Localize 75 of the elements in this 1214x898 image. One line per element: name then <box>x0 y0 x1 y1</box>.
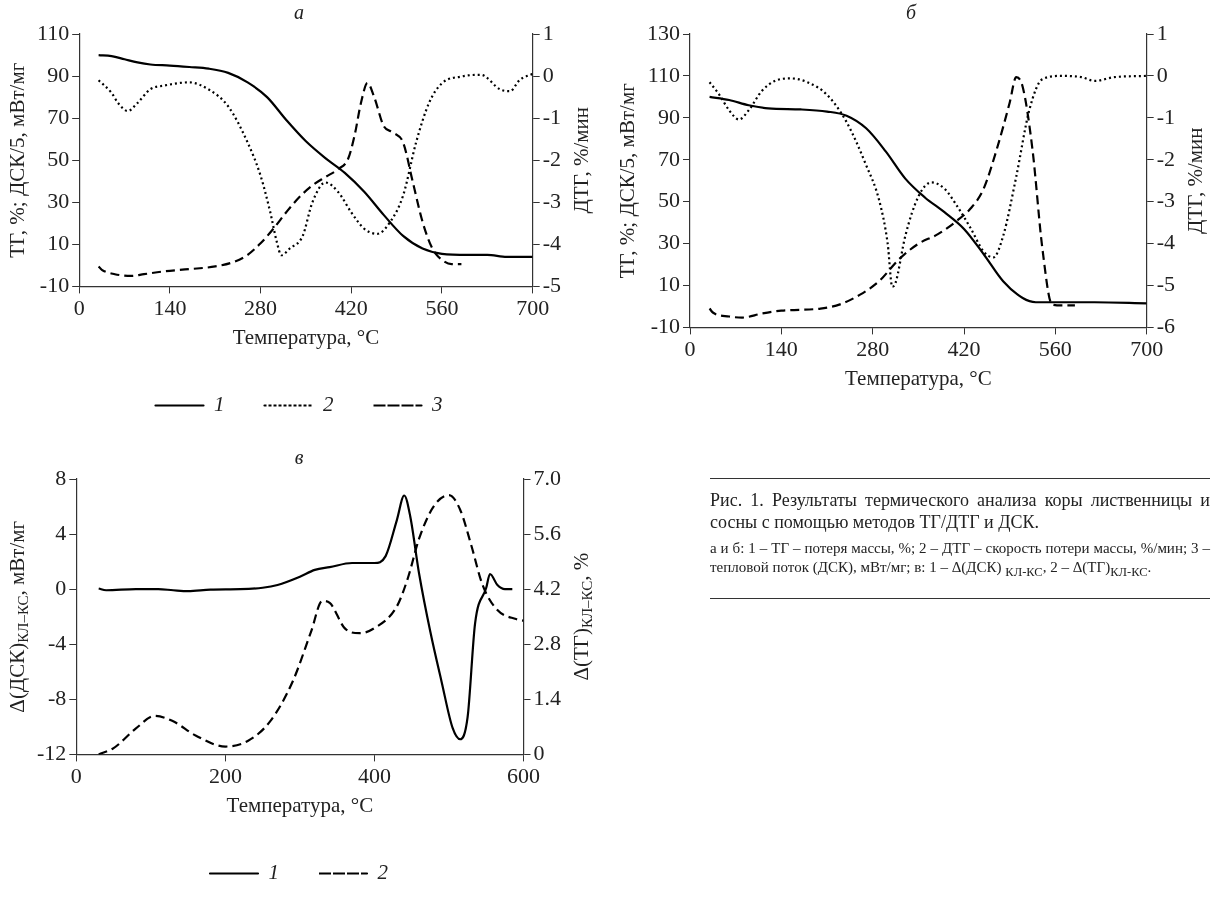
x-tick-label: 400 <box>357 763 391 789</box>
y-tick-label: 30 <box>658 229 680 255</box>
y-tick-label: 130 <box>647 19 680 45</box>
y-tick-label: 110 <box>647 61 680 87</box>
y-tick-label: 30 <box>47 188 70 214</box>
legend-label: 1 <box>268 860 279 885</box>
y-tick-label: 10 <box>658 271 680 297</box>
x-tick-label: 700 <box>1130 336 1164 362</box>
y2-axis-title: ДТГ, %/мин <box>568 106 593 214</box>
y-tick-label: 70 <box>47 103 70 129</box>
y-tick-label: 4 <box>55 519 67 545</box>
x-tick-label: 600 <box>507 763 540 789</box>
y-axis-title: ТГ, %; ДСК/5, мВт/мг <box>614 82 639 279</box>
y-tick-label: -10 <box>650 313 680 339</box>
x-tick-label: 420 <box>947 336 981 362</box>
x-tick-label: 200 <box>208 763 242 789</box>
legend-label: 1 <box>214 392 225 417</box>
y2-tick-label: -4 <box>1156 229 1175 255</box>
legend-label: 2 <box>377 860 389 885</box>
y2-tick-label: -3 <box>542 188 561 214</box>
y2-axis-title: Δ(ТГ)КЛ–КС, % <box>568 552 596 681</box>
legend-label: 2 <box>323 392 334 417</box>
y2-tick-label: 0 <box>542 61 554 87</box>
x-tick-label: 700 <box>516 295 550 321</box>
x-tick-label: 420 <box>334 295 368 321</box>
legend-label: 3 <box>431 392 443 417</box>
x-tick-label: 140 <box>764 336 798 362</box>
x-axis-title: Температура, °C <box>226 792 374 817</box>
chart-title: б <box>905 1 917 24</box>
y-tick-label: 70 <box>658 145 680 171</box>
y-axis-title: ТГ, %; ДСК/5, мВт/мг <box>4 62 29 258</box>
y2-tick-label: 1.4 <box>533 685 561 711</box>
y2-tick-label: 5.6 <box>533 519 561 545</box>
y-tick-label: 0 <box>55 574 67 600</box>
x-tick-label: 280 <box>244 295 278 321</box>
y2-tick-label: 1 <box>542 19 554 45</box>
y-tick-label: 90 <box>47 61 70 87</box>
y2-tick-label: 2.8 <box>533 630 561 656</box>
x-axis-title: Температура, °C <box>232 324 380 349</box>
x-tick-label: 280 <box>856 336 890 362</box>
y2-tick-label: 0 <box>533 740 545 766</box>
y2-tick-label: -1 <box>542 103 561 129</box>
y2-tick-label: -5 <box>1156 271 1175 297</box>
y-tick-label: 110 <box>37 19 70 45</box>
y2-tick-label: 0 <box>1156 61 1168 87</box>
text: а и б: 1 – ТГ – потеря массы, %; 2 – ДТГ – скорость потери массы, %/мин; 3 – тепловой поток (ДСК), мВт/мг; в: 1 – Δ(ДСК) $_{КЛ-КС}$, 2 – Δ(ТГ)$_{КЛ-КС}$. <box>710 539 1210 581</box>
chart-title: в <box>294 446 304 469</box>
y-tick-label: 10 <box>47 230 70 256</box>
y-tick-label: -8 <box>48 685 67 711</box>
y2-tick-label: 7.0 <box>533 464 561 490</box>
x-tick-label: 140 <box>153 295 187 321</box>
y-tick-label: 50 <box>47 145 70 171</box>
x-tick-label: 560 <box>425 295 459 321</box>
x-tick-label: 560 <box>1038 336 1072 362</box>
x-tick-label: 0 <box>684 336 696 362</box>
y-axis-title: Δ(ДСК)КЛ–КС, мВт/мг <box>4 520 32 713</box>
y-tick-label: 50 <box>658 187 680 213</box>
y2-tick-label: -2 <box>542 145 561 171</box>
y2-tick-label: 4.2 <box>533 574 561 600</box>
y2-tick-label: -6 <box>1156 313 1175 339</box>
text: Рис. 1. Результаты термического анализа коры лиственницы и сосны с помощью методов ТГ/ДТГ и ДСК. <box>710 489 1210 533</box>
y2-axis-title: ДТГ, %/мин <box>1182 127 1207 234</box>
y2-tick-label: -1 <box>1156 103 1175 129</box>
y-tick-label: -4 <box>48 630 67 656</box>
y2-tick-label: -2 <box>1156 145 1175 171</box>
y2-tick-label: -3 <box>1156 187 1175 213</box>
y-tick-label: -10 <box>39 272 70 298</box>
y-tick-label: 8 <box>55 464 67 490</box>
x-axis-title: Температура, °C <box>845 365 992 390</box>
y2-tick-label: -5 <box>542 272 561 298</box>
chart-title: а <box>294 1 304 24</box>
y2-tick-label: -4 <box>542 230 561 256</box>
y-tick-label: 90 <box>658 103 680 129</box>
y-tick-label: -12 <box>37 740 67 766</box>
y2-tick-label: 1 <box>1156 19 1168 45</box>
